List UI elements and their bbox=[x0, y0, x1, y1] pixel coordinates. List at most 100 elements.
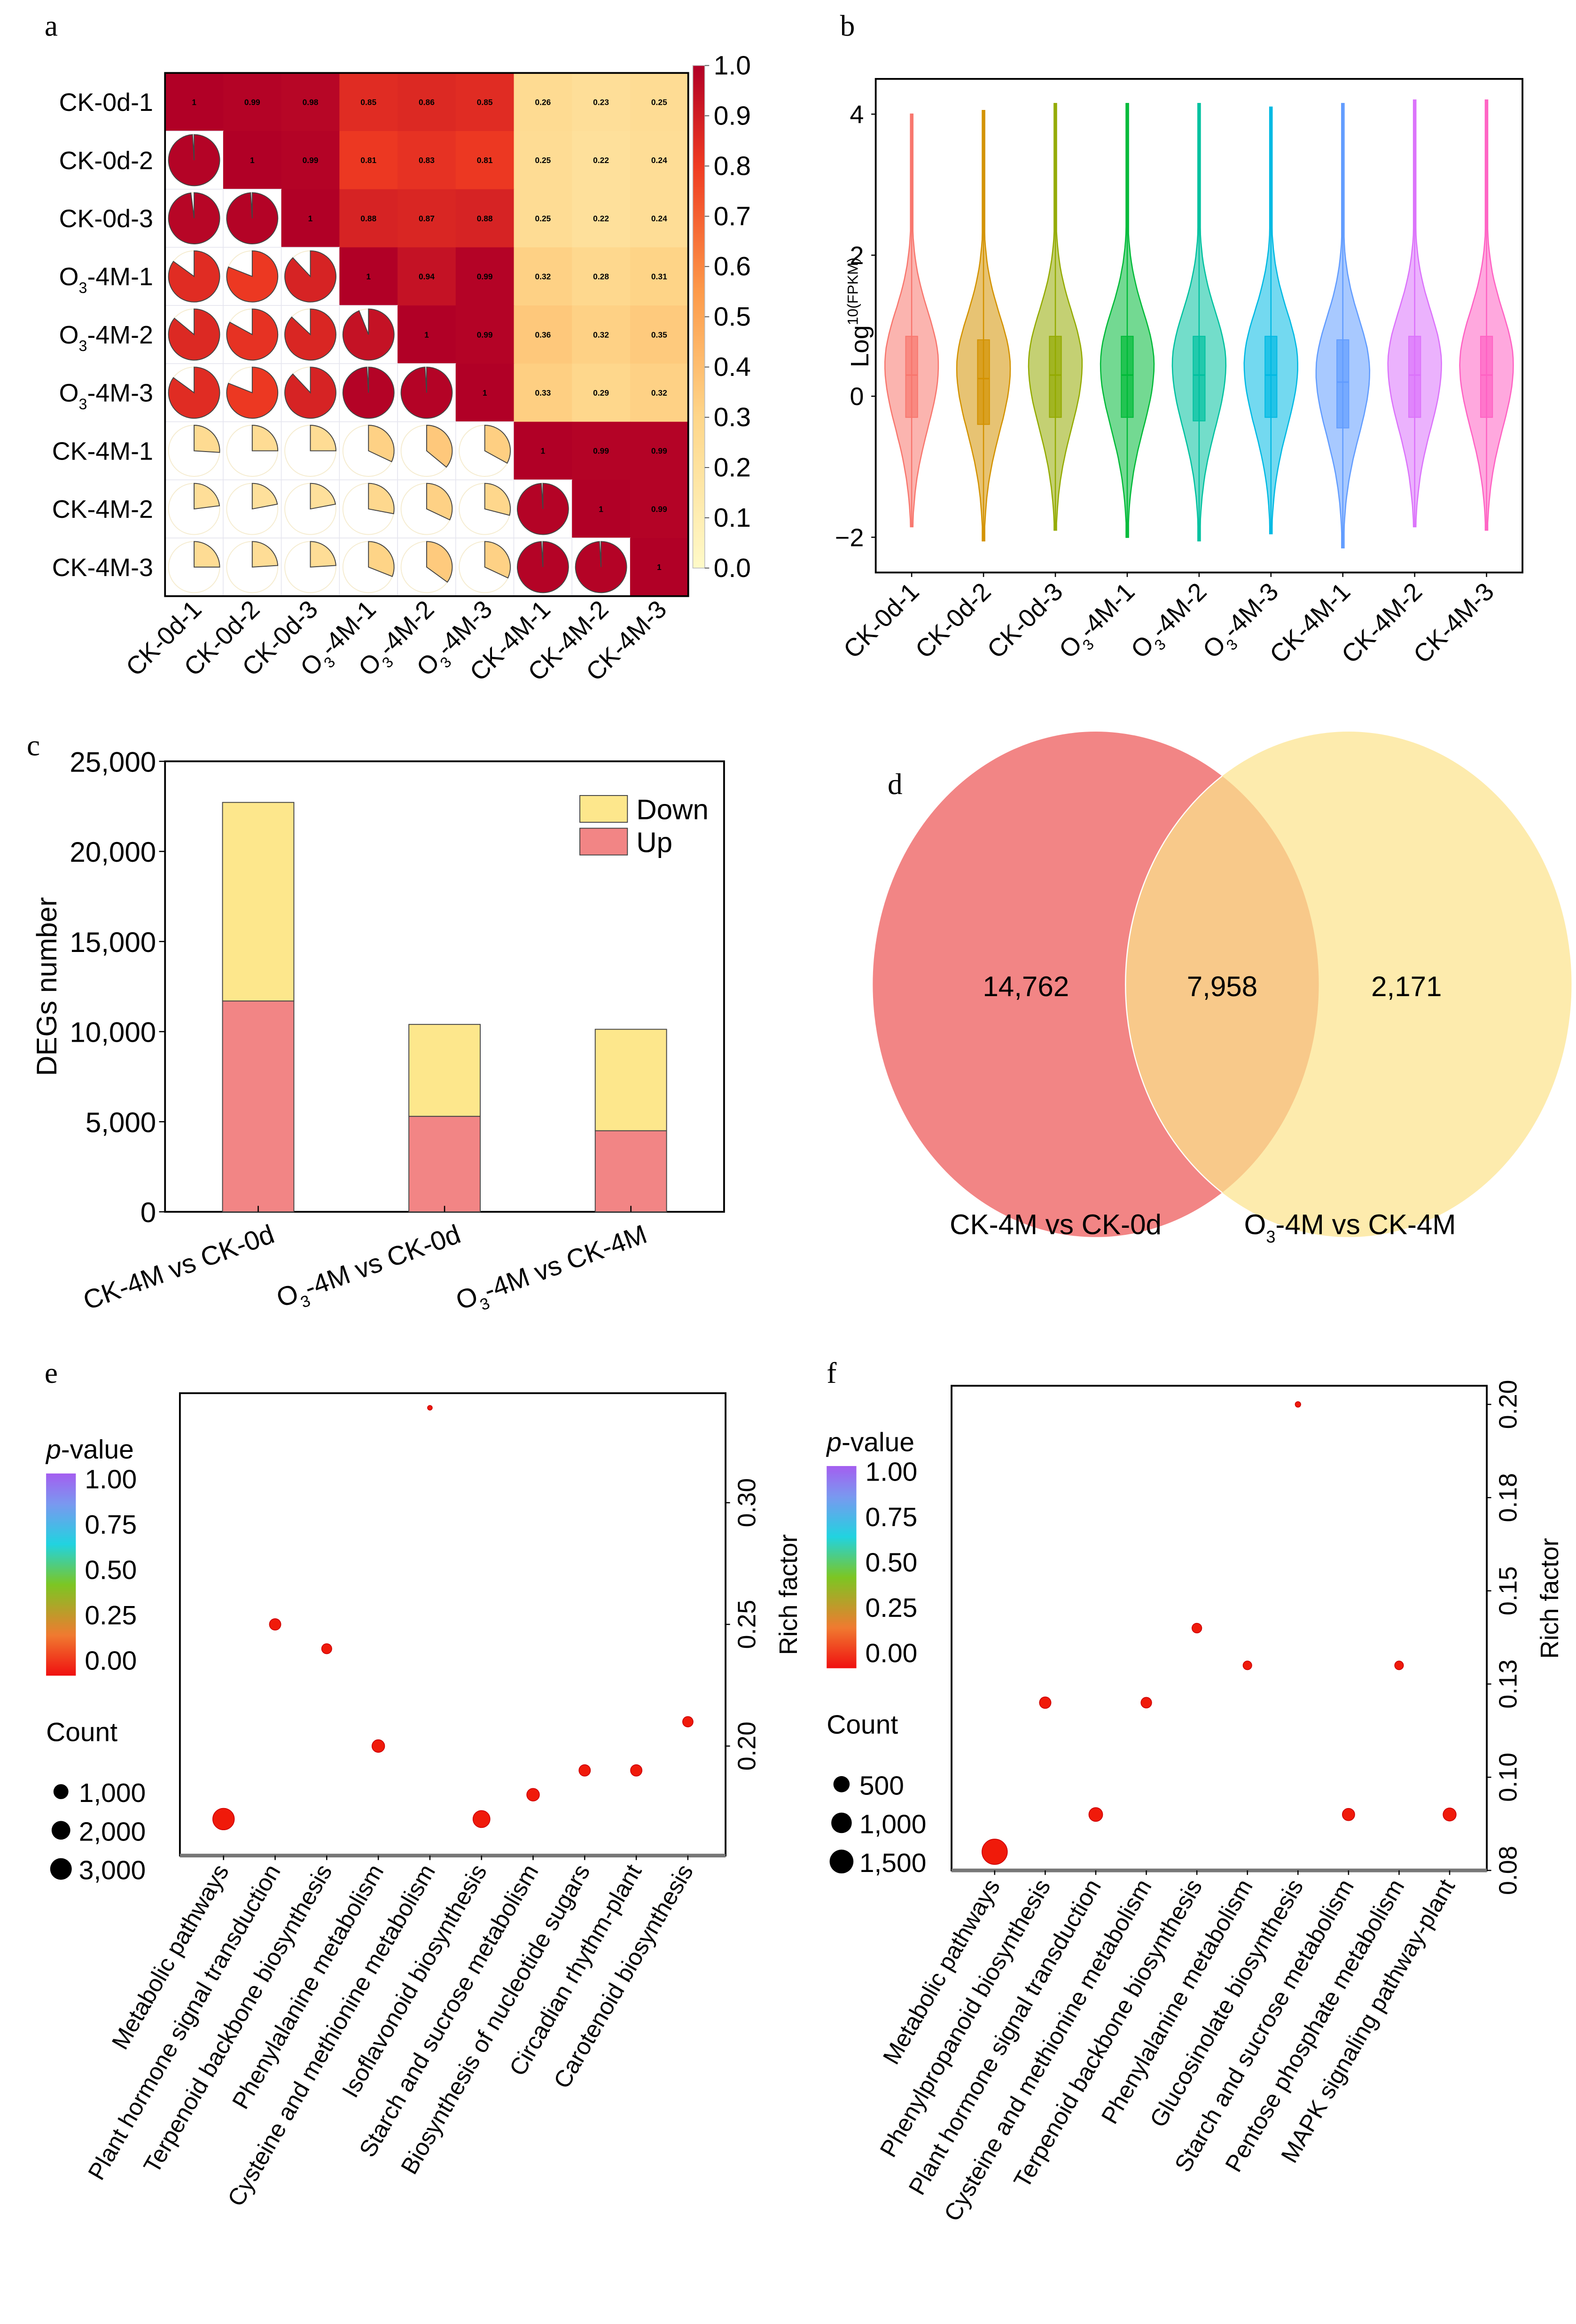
pie-slice bbox=[168, 308, 220, 361]
pie-slice bbox=[426, 541, 453, 583]
y-tick-label: 0.30 bbox=[733, 1478, 761, 1528]
pie-slice bbox=[484, 541, 511, 579]
pie-slice bbox=[284, 308, 336, 361]
venn-label-set-1: CK-4M vs CK-0d bbox=[950, 1209, 1162, 1240]
violin-box bbox=[1193, 335, 1206, 421]
x-tick-label: O3-4M-1 bbox=[1053, 577, 1144, 668]
heatmap-cell-value: 1 bbox=[541, 446, 546, 456]
heatmap-cell-value: 0.87 bbox=[419, 214, 435, 223]
venn-count-set-1-only: 14,762 bbox=[983, 971, 1069, 1002]
x-tick-label: O3-4M vs CK-0d bbox=[273, 1219, 467, 1318]
heatmap-cell-value: 0.83 bbox=[419, 156, 435, 165]
heatmap-cell-value: 0.23 bbox=[593, 97, 609, 107]
y-axis-label: Rich factor bbox=[1536, 1538, 1564, 1659]
panel-label-f: f bbox=[827, 1357, 837, 1389]
heatmap-cell bbox=[281, 73, 340, 132]
x-tick-label: CK-0d-1 bbox=[838, 577, 925, 664]
heatmap-cell-value: 0.81 bbox=[477, 156, 493, 165]
violin-box bbox=[977, 339, 990, 425]
legend-label-up: Up bbox=[636, 827, 672, 858]
heatmap-cell-value: 0.28 bbox=[593, 272, 609, 281]
heatmap-cell-value: 0.85 bbox=[477, 97, 493, 107]
plot-frame bbox=[951, 1385, 1488, 1872]
heatmap-cell bbox=[630, 421, 689, 481]
heatmap-cell bbox=[398, 305, 457, 365]
pie-slice bbox=[168, 250, 220, 303]
venn-count-intersection: 7,958 bbox=[1187, 971, 1257, 1002]
y-tick-label: 0.10 bbox=[1494, 1753, 1522, 1802]
panel-label-c: c bbox=[27, 729, 40, 762]
count-legend-label: 1,000 bbox=[79, 1778, 146, 1808]
heatmap-cell-value: 0.24 bbox=[651, 156, 667, 165]
pie-slice bbox=[226, 367, 279, 419]
x-tick-label: CK-0d-2 bbox=[910, 577, 997, 664]
bubble-point bbox=[427, 1405, 433, 1411]
heatmap-cell-value: 0.36 bbox=[535, 330, 551, 339]
heatmap-cell bbox=[398, 131, 457, 190]
heatmap-cell-value: 1 bbox=[424, 330, 429, 339]
heatmap-cell bbox=[630, 189, 689, 248]
heatmap-cell bbox=[455, 189, 515, 248]
pie-slice bbox=[284, 367, 336, 419]
heatmap-cell bbox=[630, 73, 689, 132]
heatmap-cell bbox=[630, 131, 689, 190]
y-tick-label: 0.25 bbox=[733, 1600, 761, 1649]
count-legend-dot bbox=[53, 1784, 69, 1799]
bubble-point bbox=[212, 1808, 235, 1831]
venn-label-set-2: O3-4M vs CK-4M bbox=[1244, 1209, 1456, 1246]
heatmap-cell-value: 0.99 bbox=[593, 446, 609, 456]
bubble-point bbox=[472, 1810, 491, 1828]
heatmap-cell-value: 0.81 bbox=[360, 156, 376, 165]
colorbar-tick-label: 0.8 bbox=[714, 151, 751, 181]
heatmap-cell bbox=[455, 305, 515, 365]
heatmap-cell-value: 0.24 bbox=[651, 214, 667, 223]
heatmap-cell bbox=[514, 421, 573, 481]
heatmap-cell bbox=[630, 480, 689, 539]
count-legend-dot bbox=[51, 1821, 70, 1840]
x-tick-label: CK-4M vs CK-0d bbox=[79, 1219, 278, 1316]
pie-slice bbox=[226, 308, 279, 361]
heatmap-cell bbox=[398, 73, 457, 132]
pie-slice bbox=[310, 425, 336, 452]
y-tick-label: 0.20 bbox=[1494, 1380, 1522, 1429]
heatmap-cell bbox=[572, 421, 631, 481]
heatmap-cell bbox=[572, 189, 631, 248]
colorbar-tick-label: 0.6 bbox=[714, 251, 751, 281]
heatmap-cell bbox=[339, 131, 398, 190]
pvalue-tick-label: 0.75 bbox=[85, 1510, 137, 1540]
panel-label-a: a bbox=[45, 9, 58, 42]
row-label: CK-4M-1 bbox=[52, 437, 153, 465]
venn-intersection bbox=[1125, 731, 1319, 1237]
pie-slice bbox=[251, 483, 278, 510]
bubble-point bbox=[578, 1764, 591, 1777]
heatmap-cell bbox=[339, 73, 398, 132]
heatmap-cell bbox=[455, 247, 515, 306]
bubble-point bbox=[1140, 1697, 1152, 1708]
pvalue-tick-label: 1.00 bbox=[866, 1457, 918, 1487]
heatmap-cell-value: 0.31 bbox=[651, 272, 667, 281]
heatmap-cell bbox=[398, 189, 457, 248]
row-label: CK-4M-3 bbox=[52, 554, 153, 582]
x-tick-label: O3-4M vs CK-4M bbox=[452, 1219, 653, 1321]
y-tick-label: 0.13 bbox=[1494, 1660, 1522, 1709]
pvalue-tick-label: 0.25 bbox=[866, 1593, 918, 1623]
y-tick-label: 0 bbox=[850, 382, 864, 411]
venn-count-set-2-only: 2,171 bbox=[1371, 971, 1442, 1002]
pvalue-tick-label: 0.25 bbox=[85, 1600, 137, 1630]
colorbar-tick-label: 0.9 bbox=[714, 101, 751, 131]
pvalue-tick-label: 0.50 bbox=[85, 1555, 137, 1585]
pie-slice bbox=[484, 483, 511, 516]
pie-slice bbox=[342, 308, 395, 361]
heatmap-cell bbox=[514, 131, 573, 190]
pie-slice bbox=[426, 425, 453, 468]
colorbar-tick-label: 0.2 bbox=[714, 452, 751, 483]
bubble-point bbox=[630, 1764, 643, 1777]
pie-slice bbox=[251, 541, 279, 568]
heatmap-cell bbox=[514, 247, 573, 306]
heatmap-cell-value: 0.99 bbox=[477, 272, 493, 281]
heatmap-cell bbox=[223, 131, 282, 190]
row-label: CK-0d-2 bbox=[59, 147, 153, 175]
bubble-point bbox=[1394, 1661, 1404, 1670]
colorbar bbox=[692, 65, 705, 569]
